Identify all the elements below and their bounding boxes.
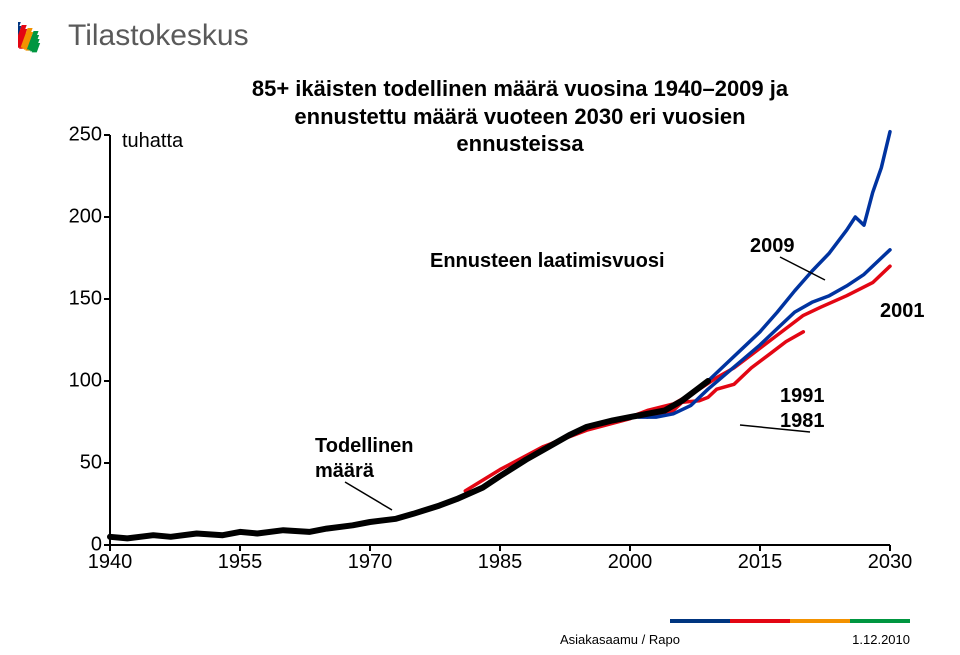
series-2001 [639,250,890,417]
annotation-label: 1981 [780,410,825,433]
y-tick-label: 150 [52,288,110,311]
annotation-label: 2009 [750,235,795,258]
annotation-label: Todellinen [315,435,414,458]
x-tick-label: 1955 [218,545,263,574]
chart-container: 85+ ikäisten todellinen määrä vuosina 19… [40,75,920,595]
annotation-label: 1991 [780,385,825,408]
x-tick-label: 1970 [348,545,393,574]
y-tick-label: 250 [52,124,110,147]
y-tick-label: 50 [52,452,110,475]
footer-left-text: Asiakasaamu / Rapo [560,632,680,647]
footer-color-bar [670,619,910,623]
chart-svg [110,135,890,545]
x-tick-label: 1940 [88,545,133,574]
annotation-label: Ennusteen laatimisvuosi [430,250,665,273]
footer-right-text: 1.12.2010 [852,632,910,647]
y-tick-label: 100 [52,370,110,393]
brand-header: Tilastokeskus [18,16,249,56]
x-tick-label: 2030 [868,545,913,574]
y-tick-label: 200 [52,206,110,229]
series-actual [110,381,708,538]
annotation-label: 2001 [880,300,925,323]
footer: Asiakasaamu / Rapo 1.12.2010 [0,632,960,647]
brand-name: Tilastokeskus [68,19,249,53]
x-tick-label: 2015 [738,545,783,574]
x-tick-label: 1985 [478,545,523,574]
y-axis-label: tuhatta [122,130,183,153]
brand-logo-icon [18,16,58,56]
annotation-label: määrä [315,460,374,483]
chart-plot: 0501001502002501940195519701985200020152… [110,135,890,545]
series-1991 [552,266,890,443]
chart-title-line1: 85+ ikäisten todellinen määrä vuosina 19… [240,75,800,103]
x-tick-label: 2000 [608,545,653,574]
series-2009 [708,132,890,381]
